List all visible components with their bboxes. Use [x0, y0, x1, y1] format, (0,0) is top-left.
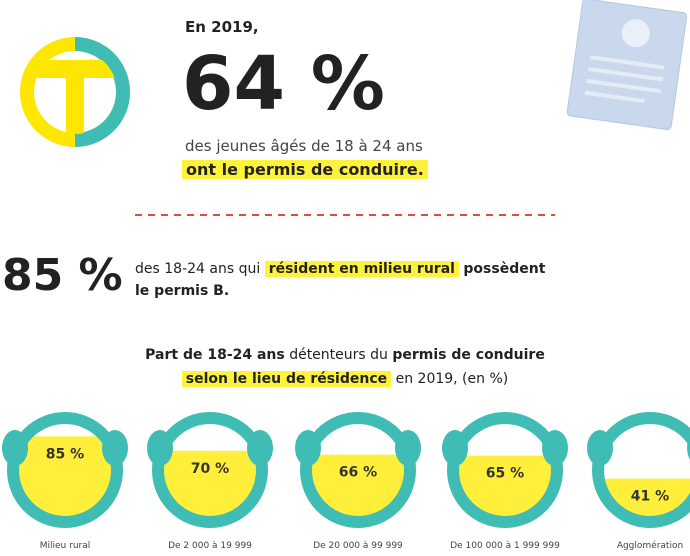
- highlight: résident en milieu rural: [265, 261, 459, 277]
- grip: [2, 430, 28, 466]
- grip: [587, 430, 613, 466]
- grip: [542, 430, 568, 466]
- infographic: 85 % 70 % 66 % 65 % 41 % En 2019, 64 % des j…: [0, 0, 690, 556]
- text: possèdent: [463, 261, 545, 277]
- grip: [295, 430, 321, 466]
- license-card: [567, 0, 687, 130]
- category-label: Milieu rural: [0, 541, 135, 551]
- text: Part de 18-24 ans: [145, 347, 285, 363]
- text: des 18-24 ans qui: [135, 261, 260, 277]
- category-label: Agglomération: [580, 541, 690, 551]
- big-value: 64 %: [182, 44, 385, 124]
- value-label: 41 %: [631, 489, 669, 505]
- intro-line: ont le permis de conduire.: [182, 160, 428, 179]
- grip: [442, 430, 468, 466]
- grip: [247, 430, 273, 466]
- steering-wheel-icon: [27, 44, 123, 140]
- value-label: 65 %: [486, 466, 524, 482]
- intro-line: des jeunes âgés de 18 à 24 ans: [185, 137, 423, 155]
- value-label: 66 %: [339, 465, 377, 481]
- grip: [395, 430, 421, 466]
- text: en 2019, (en %): [396, 371, 509, 387]
- text: détenteurs du: [289, 347, 388, 363]
- highlight: selon le lieu de résidence: [182, 371, 391, 387]
- year-label: En 2019,: [185, 18, 259, 36]
- grip: [102, 430, 128, 466]
- category-label: De 2 000 à 19 999: [140, 541, 280, 551]
- chart-title: Part de 18-24 ans détenteurs du permis d…: [0, 343, 690, 391]
- grip: [147, 430, 173, 466]
- value-label: 70 %: [191, 461, 229, 477]
- value-label: 85 %: [46, 446, 84, 462]
- category-label: De 20 000 à 99 999: [288, 541, 428, 551]
- rural-text: des 18-24 ans qui résident en milieu rur…: [135, 258, 545, 302]
- rural-value: 85 %: [2, 250, 123, 301]
- text: permis de conduire: [392, 347, 544, 363]
- category-label: De 100 000 à 1 999 999: [435, 541, 575, 551]
- text: le permis B.: [135, 283, 229, 299]
- intro-highlight: ont le permis de conduire.: [182, 160, 428, 179]
